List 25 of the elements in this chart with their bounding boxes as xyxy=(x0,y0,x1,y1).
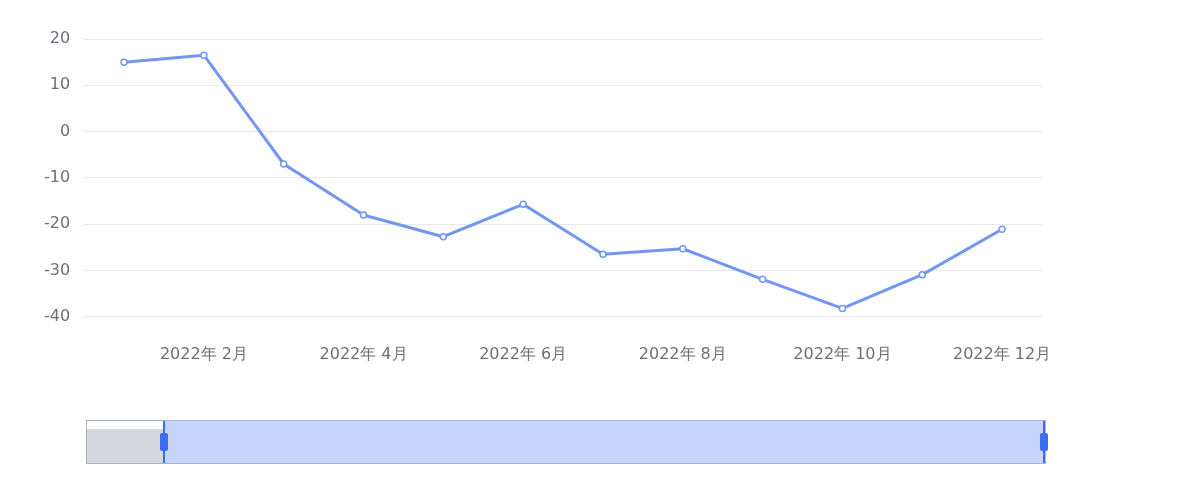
point xyxy=(998,225,1006,234)
point xyxy=(359,211,368,219)
point xyxy=(758,275,767,284)
x-tick-label: 2022年 2月 xyxy=(159,343,248,363)
x-tick-label: 2022年 8月 xyxy=(638,343,727,363)
y-tick-label: -20 xyxy=(43,213,71,233)
point xyxy=(439,232,448,241)
x-tick-label: 2022年 6月 xyxy=(479,343,568,363)
point xyxy=(519,200,527,209)
point xyxy=(838,304,847,313)
y-tick-label: -40 xyxy=(43,305,71,325)
x-tick-label: 2022年 12月 xyxy=(953,343,1052,363)
point xyxy=(918,270,927,279)
point xyxy=(200,51,208,59)
y-tick-label: 10 xyxy=(49,74,71,94)
x-tick-label: 2022年 10月 xyxy=(793,343,892,363)
y-tick-label: -30 xyxy=(43,259,71,279)
y-tick-label: 20 xyxy=(49,28,71,48)
point xyxy=(120,58,128,66)
x-tick-label: 2022年 4月 xyxy=(319,343,408,363)
y-tick-label: 0 xyxy=(59,120,71,140)
point xyxy=(679,244,687,253)
y-tick-label: -10 xyxy=(43,167,71,187)
point xyxy=(279,160,288,168)
point xyxy=(599,250,607,259)
